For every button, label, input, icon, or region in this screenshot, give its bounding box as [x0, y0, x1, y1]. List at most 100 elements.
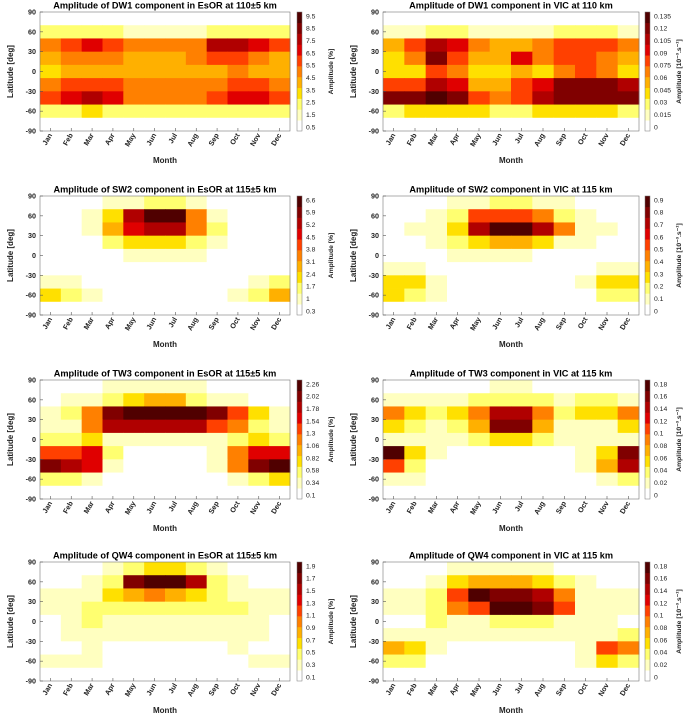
heatmap-cell — [489, 248, 512, 263]
colorbar-tick-label: 5.2 — [306, 222, 316, 229]
y-tick-label: 60 — [28, 577, 36, 586]
colorbar-swatch — [297, 583, 302, 595]
colorbar-swatch — [645, 412, 650, 424]
heatmap-cell — [425, 117, 448, 132]
colorbar-swatch — [297, 12, 302, 24]
heatmap-cell — [447, 628, 469, 642]
colorbar-tick-label: 1 — [306, 296, 310, 303]
colorbar-label: Amplitude [10⁻³.s⁻¹] — [676, 223, 683, 288]
heatmap-cell — [40, 472, 62, 487]
x-tick-label: Mar — [426, 681, 440, 697]
heatmap-cell — [102, 38, 124, 53]
x-tick-label: Oct — [228, 681, 242, 696]
heatmap-cell — [468, 393, 491, 407]
x-axis-label: Month — [499, 706, 523, 714]
heatmap-cell — [511, 222, 533, 237]
heatmap-cell — [575, 64, 597, 79]
heatmap-cell — [206, 209, 228, 223]
heatmap-cell — [185, 601, 208, 616]
heatmap-cell — [404, 209, 427, 223]
x-tick-label: Jul — [166, 500, 179, 513]
heatmap-cell — [383, 601, 405, 616]
colorbar-swatch — [645, 66, 650, 78]
heatmap-cell — [144, 667, 166, 682]
heatmap-cell — [269, 38, 291, 53]
colorbar-swatch — [297, 206, 302, 218]
heatmap-cell — [617, 209, 640, 223]
colorbar-tick-label: 0.18 — [654, 381, 667, 388]
colorbar-swatch — [645, 434, 650, 446]
heatmap-cell — [532, 601, 555, 616]
heatmap-cell — [227, 406, 249, 421]
x-tick-label: Feb — [61, 499, 75, 515]
y-tick-label: 30 — [371, 415, 379, 424]
heatmap-cell — [383, 614, 405, 629]
heatmap-cell — [404, 288, 427, 303]
heatmap-cell — [553, 209, 576, 223]
heatmap-cell — [575, 196, 597, 210]
heatmap-cell — [144, 641, 166, 655]
heatmap-cell — [269, 12, 291, 26]
colorbar-tick-label: 1.1 — [306, 613, 316, 620]
y-tick-label: 30 — [28, 231, 36, 240]
y-tick-label: 0 — [32, 435, 36, 444]
heatmap-cell — [206, 446, 228, 460]
heatmap-cell — [227, 38, 249, 53]
heatmap-cell — [617, 459, 640, 473]
colorbar-swatch — [645, 423, 650, 435]
heatmap-cell — [383, 628, 405, 642]
heatmap-cell — [102, 588, 124, 603]
x-tick-label: Apr — [447, 315, 461, 330]
heatmap-cell — [81, 472, 103, 487]
heatmap-cell — [383, 562, 405, 576]
heatmap-cell — [447, 235, 469, 250]
x-tick-label: Apr — [103, 499, 117, 514]
colorbar-tick-label: 0.06 — [654, 637, 667, 644]
heatmap-cell — [185, 196, 208, 210]
colorbar-swatch — [297, 648, 302, 660]
heatmap-cell — [60, 288, 83, 303]
heatmap-cell — [489, 288, 512, 303]
x-tick-label: Jul — [166, 682, 179, 695]
heatmap-cell — [269, 667, 291, 682]
colorbar-swatch — [297, 488, 302, 500]
heatmap-cell — [468, 446, 491, 460]
heatmap-cell — [123, 235, 145, 250]
heatmap-cell — [185, 459, 208, 473]
heatmap-cell — [511, 393, 533, 407]
heatmap-cell — [532, 64, 555, 79]
heatmap-cell — [60, 459, 83, 473]
heatmap-cell — [553, 406, 576, 421]
heatmap-cell — [248, 459, 270, 473]
heatmap-cell — [165, 235, 187, 250]
colorbar-swatch — [297, 22, 302, 34]
heatmap-cell — [144, 91, 166, 105]
colorbar-swatch — [297, 659, 302, 671]
heatmap-cell — [40, 248, 62, 263]
x-tick-label: Sep — [206, 681, 221, 697]
heatmap-cell — [447, 196, 469, 210]
heatmap-cell — [511, 419, 533, 434]
heatmap-cell — [468, 117, 491, 132]
heatmap-cell — [144, 275, 166, 289]
heatmap-cell — [60, 393, 83, 407]
colorbar-tick-label: 0.03 — [654, 100, 667, 107]
panel-title: Amplitude of DW1 component in EsOR at 11… — [53, 1, 277, 11]
x-tick-label: Mar — [426, 131, 440, 147]
heatmap-cell — [248, 235, 270, 250]
heatmap-cell — [185, 419, 208, 434]
heatmap-cell — [248, 117, 270, 132]
heatmap-cell — [206, 301, 228, 316]
heatmap-cell — [248, 485, 270, 500]
heatmap-cell — [60, 196, 83, 210]
y-tick-label: 90 — [371, 376, 379, 385]
colorbar-swatch — [297, 120, 302, 132]
colorbar: 1.9 1.7 1.5 1.3 1.1 0.9 0.7 0.5 0.3 0.1 Amplitude … — [296, 561, 335, 682]
heatmap-cell — [102, 248, 124, 263]
heatmap-cell — [81, 628, 103, 642]
heatmap-cell — [165, 601, 187, 616]
y-tick-label: -60 — [369, 475, 379, 484]
heatmap-cell — [165, 275, 187, 289]
heatmap-cell — [575, 575, 597, 589]
heatmap-cell — [617, 117, 640, 132]
